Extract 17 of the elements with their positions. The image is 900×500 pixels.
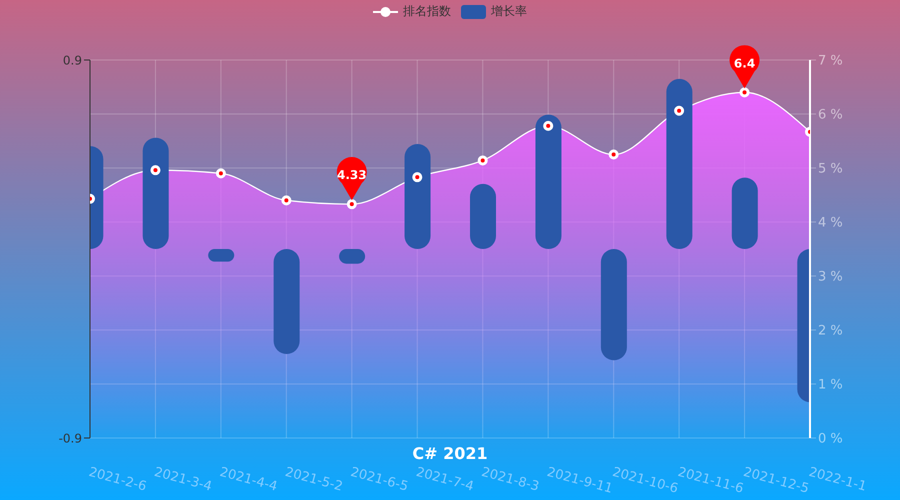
y2-tick-label: 5 %: [818, 162, 843, 177]
text: C# 2021: [412, 444, 488, 463]
annotation: 4.33: [337, 168, 367, 182]
y2-tick-label: 2 %: [818, 324, 843, 339]
y2-tick-label: 3 %: [818, 270, 843, 285]
y2-tick-label: 7 %: [818, 54, 843, 69]
legend-label: 增长率: [491, 3, 527, 20]
annotation: 6.4: [734, 56, 756, 70]
legend-label: 排名指数: [403, 3, 451, 20]
y2-tick-label: 4 %: [818, 216, 843, 231]
y2-tick-label: 0 %: [818, 432, 843, 447]
y2-tick-label: 6 %: [818, 108, 843, 123]
pin-icon: 4.33: [336, 157, 367, 200]
y-tick-label: 0.9: [62, 53, 82, 68]
y2-tick-label: 1 %: [818, 378, 843, 393]
pin-icon: 6.4: [730, 45, 760, 88]
y-tick-label: -0.9: [58, 431, 82, 446]
